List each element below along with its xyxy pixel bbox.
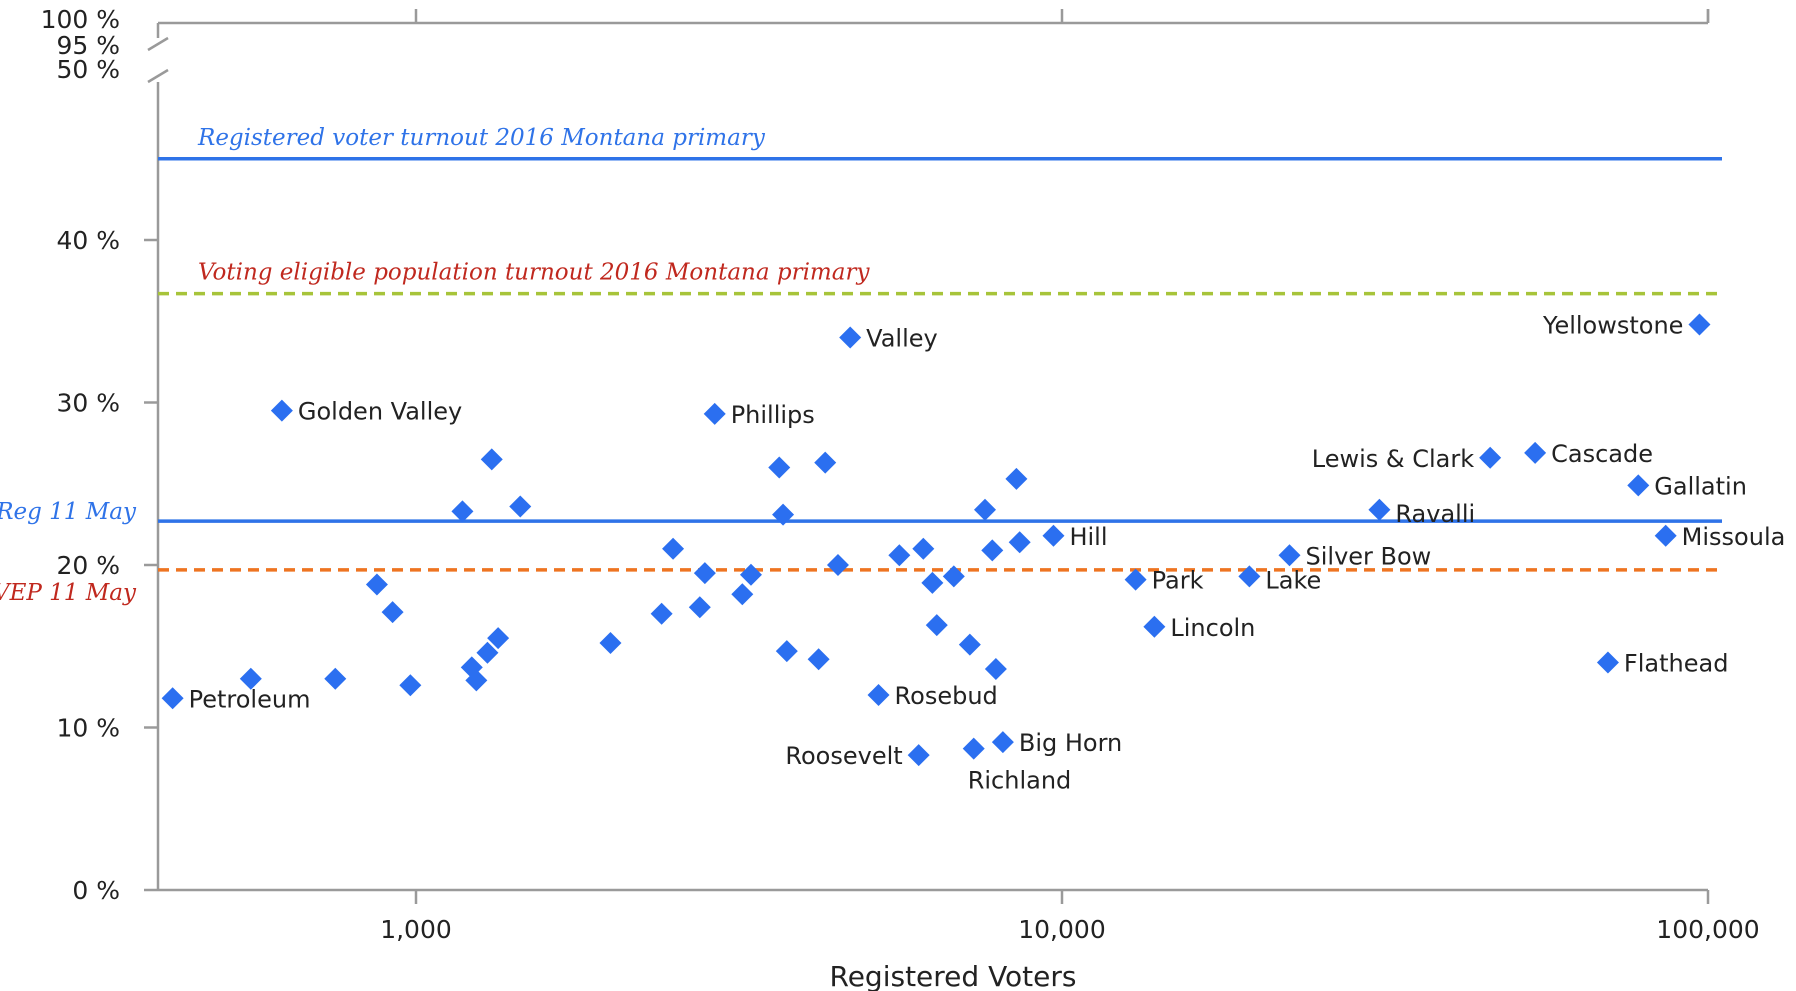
data-point bbox=[731, 583, 754, 606]
data-point bbox=[1008, 531, 1031, 554]
data-point bbox=[1005, 467, 1028, 490]
data-point-label: Missoula bbox=[1682, 523, 1786, 551]
reference-line-label: Reg 11 May bbox=[0, 499, 137, 525]
data-point bbox=[1143, 615, 1166, 638]
y-break-label: 95 % bbox=[56, 31, 120, 60]
data-point-label: Park bbox=[1152, 567, 1204, 595]
data-point bbox=[1278, 544, 1301, 567]
data-point bbox=[650, 602, 673, 625]
data-point bbox=[365, 573, 388, 596]
data-point bbox=[1688, 313, 1711, 336]
data-point-label: Flathead bbox=[1624, 650, 1729, 678]
data-point bbox=[381, 601, 404, 624]
data-point bbox=[974, 498, 997, 521]
reference-lines: Registered voter turnout 2016 Montana pr… bbox=[0, 125, 1722, 606]
data-point bbox=[984, 658, 1007, 680]
data-point bbox=[962, 737, 985, 760]
x-axis-title: Registered Voters bbox=[830, 960, 1077, 991]
data-points: Petroleum Golden Valley Phillips Valley Rose… bbox=[161, 312, 1786, 795]
data-point bbox=[1479, 446, 1502, 469]
y-tick-label: 0 % bbox=[72, 876, 120, 905]
y-tick-label: 20 % bbox=[56, 551, 120, 580]
data-point bbox=[1042, 524, 1065, 547]
data-point bbox=[942, 565, 965, 588]
data-point bbox=[867, 684, 890, 706]
data-point bbox=[476, 641, 499, 664]
data-point bbox=[324, 667, 347, 690]
data-point bbox=[807, 648, 830, 671]
data-point bbox=[599, 632, 622, 654]
data-point bbox=[451, 500, 474, 523]
data-point-label: Roosevelt bbox=[785, 742, 902, 770]
data-point bbox=[1124, 568, 1147, 591]
x-tick-label: 1,000 bbox=[380, 915, 452, 944]
data-point-label: Ravalli bbox=[1395, 500, 1475, 528]
data-point bbox=[693, 562, 716, 585]
data-point bbox=[772, 503, 795, 526]
data-point-label: Rosebud bbox=[895, 682, 998, 710]
data-point-label: Lake bbox=[1265, 566, 1321, 594]
y-break-label: 50 % bbox=[56, 55, 120, 84]
data-point-label: Lewis & Clark bbox=[1312, 445, 1474, 473]
y-tick-label: 10 % bbox=[56, 714, 120, 743]
data-point-label: Phillips bbox=[731, 401, 815, 429]
axes: 0 % 10 % 20 % 30 % 40 % 50 %95 %100 % 1,000 10,… bbox=[41, 5, 1760, 944]
data-point-label: Petroleum bbox=[189, 685, 311, 713]
data-point bbox=[270, 399, 293, 422]
reference-line-label: Voting eligible population turnout 2016 … bbox=[198, 260, 870, 286]
data-point-label: Lincoln bbox=[1170, 614, 1255, 642]
data-point bbox=[826, 554, 849, 576]
data-point bbox=[1368, 498, 1391, 521]
data-point bbox=[1596, 651, 1619, 674]
data-point bbox=[925, 614, 948, 637]
data-point bbox=[768, 456, 791, 479]
y-tick-label: 40 % bbox=[56, 226, 120, 255]
data-point bbox=[480, 448, 503, 471]
data-point-label: Richland bbox=[968, 767, 1072, 795]
data-point bbox=[907, 744, 930, 767]
reference-line-label: Registered voter turnout 2016 Montana pr… bbox=[197, 125, 766, 151]
data-point bbox=[465, 669, 488, 692]
data-point bbox=[839, 326, 862, 349]
x-tick-label: 100,000 bbox=[1656, 915, 1759, 944]
data-point bbox=[399, 674, 422, 697]
data-point bbox=[775, 640, 798, 663]
data-point-label: Hill bbox=[1069, 523, 1107, 551]
data-point bbox=[888, 544, 911, 567]
data-point bbox=[688, 596, 711, 619]
data-point bbox=[912, 537, 935, 560]
reference-line-label: VEP 11 May bbox=[0, 580, 137, 606]
data-point bbox=[239, 667, 262, 690]
data-point bbox=[958, 633, 981, 656]
axis-break-mark bbox=[147, 36, 169, 52]
data-point-label: Cascade bbox=[1551, 440, 1653, 468]
data-point bbox=[703, 402, 726, 425]
data-point bbox=[814, 451, 837, 474]
data-point bbox=[662, 537, 685, 560]
data-point bbox=[487, 627, 510, 650]
data-point-label: Gallatin bbox=[1654, 472, 1747, 500]
data-point bbox=[1238, 565, 1261, 588]
data-point-label: Yellowstone bbox=[1542, 312, 1683, 340]
data-point bbox=[1627, 474, 1650, 497]
y-tick-label: 30 % bbox=[56, 389, 120, 418]
data-point bbox=[161, 687, 184, 710]
data-point-label: Valley bbox=[866, 325, 938, 353]
data-point bbox=[739, 563, 762, 586]
data-point-label: Silver Bow bbox=[1306, 542, 1432, 570]
data-point bbox=[981, 539, 1004, 562]
axis-break-mark bbox=[147, 68, 169, 84]
data-point bbox=[1524, 441, 1547, 464]
data-point bbox=[1654, 524, 1677, 547]
data-point-label: Golden Valley bbox=[298, 398, 462, 426]
y-break-label: 100 % bbox=[41, 5, 120, 34]
data-point bbox=[991, 731, 1014, 754]
data-point-label: Big Horn bbox=[1019, 729, 1122, 757]
data-point bbox=[921, 571, 944, 594]
x-tick-label: 10,000 bbox=[1018, 915, 1105, 944]
data-point bbox=[509, 495, 532, 518]
